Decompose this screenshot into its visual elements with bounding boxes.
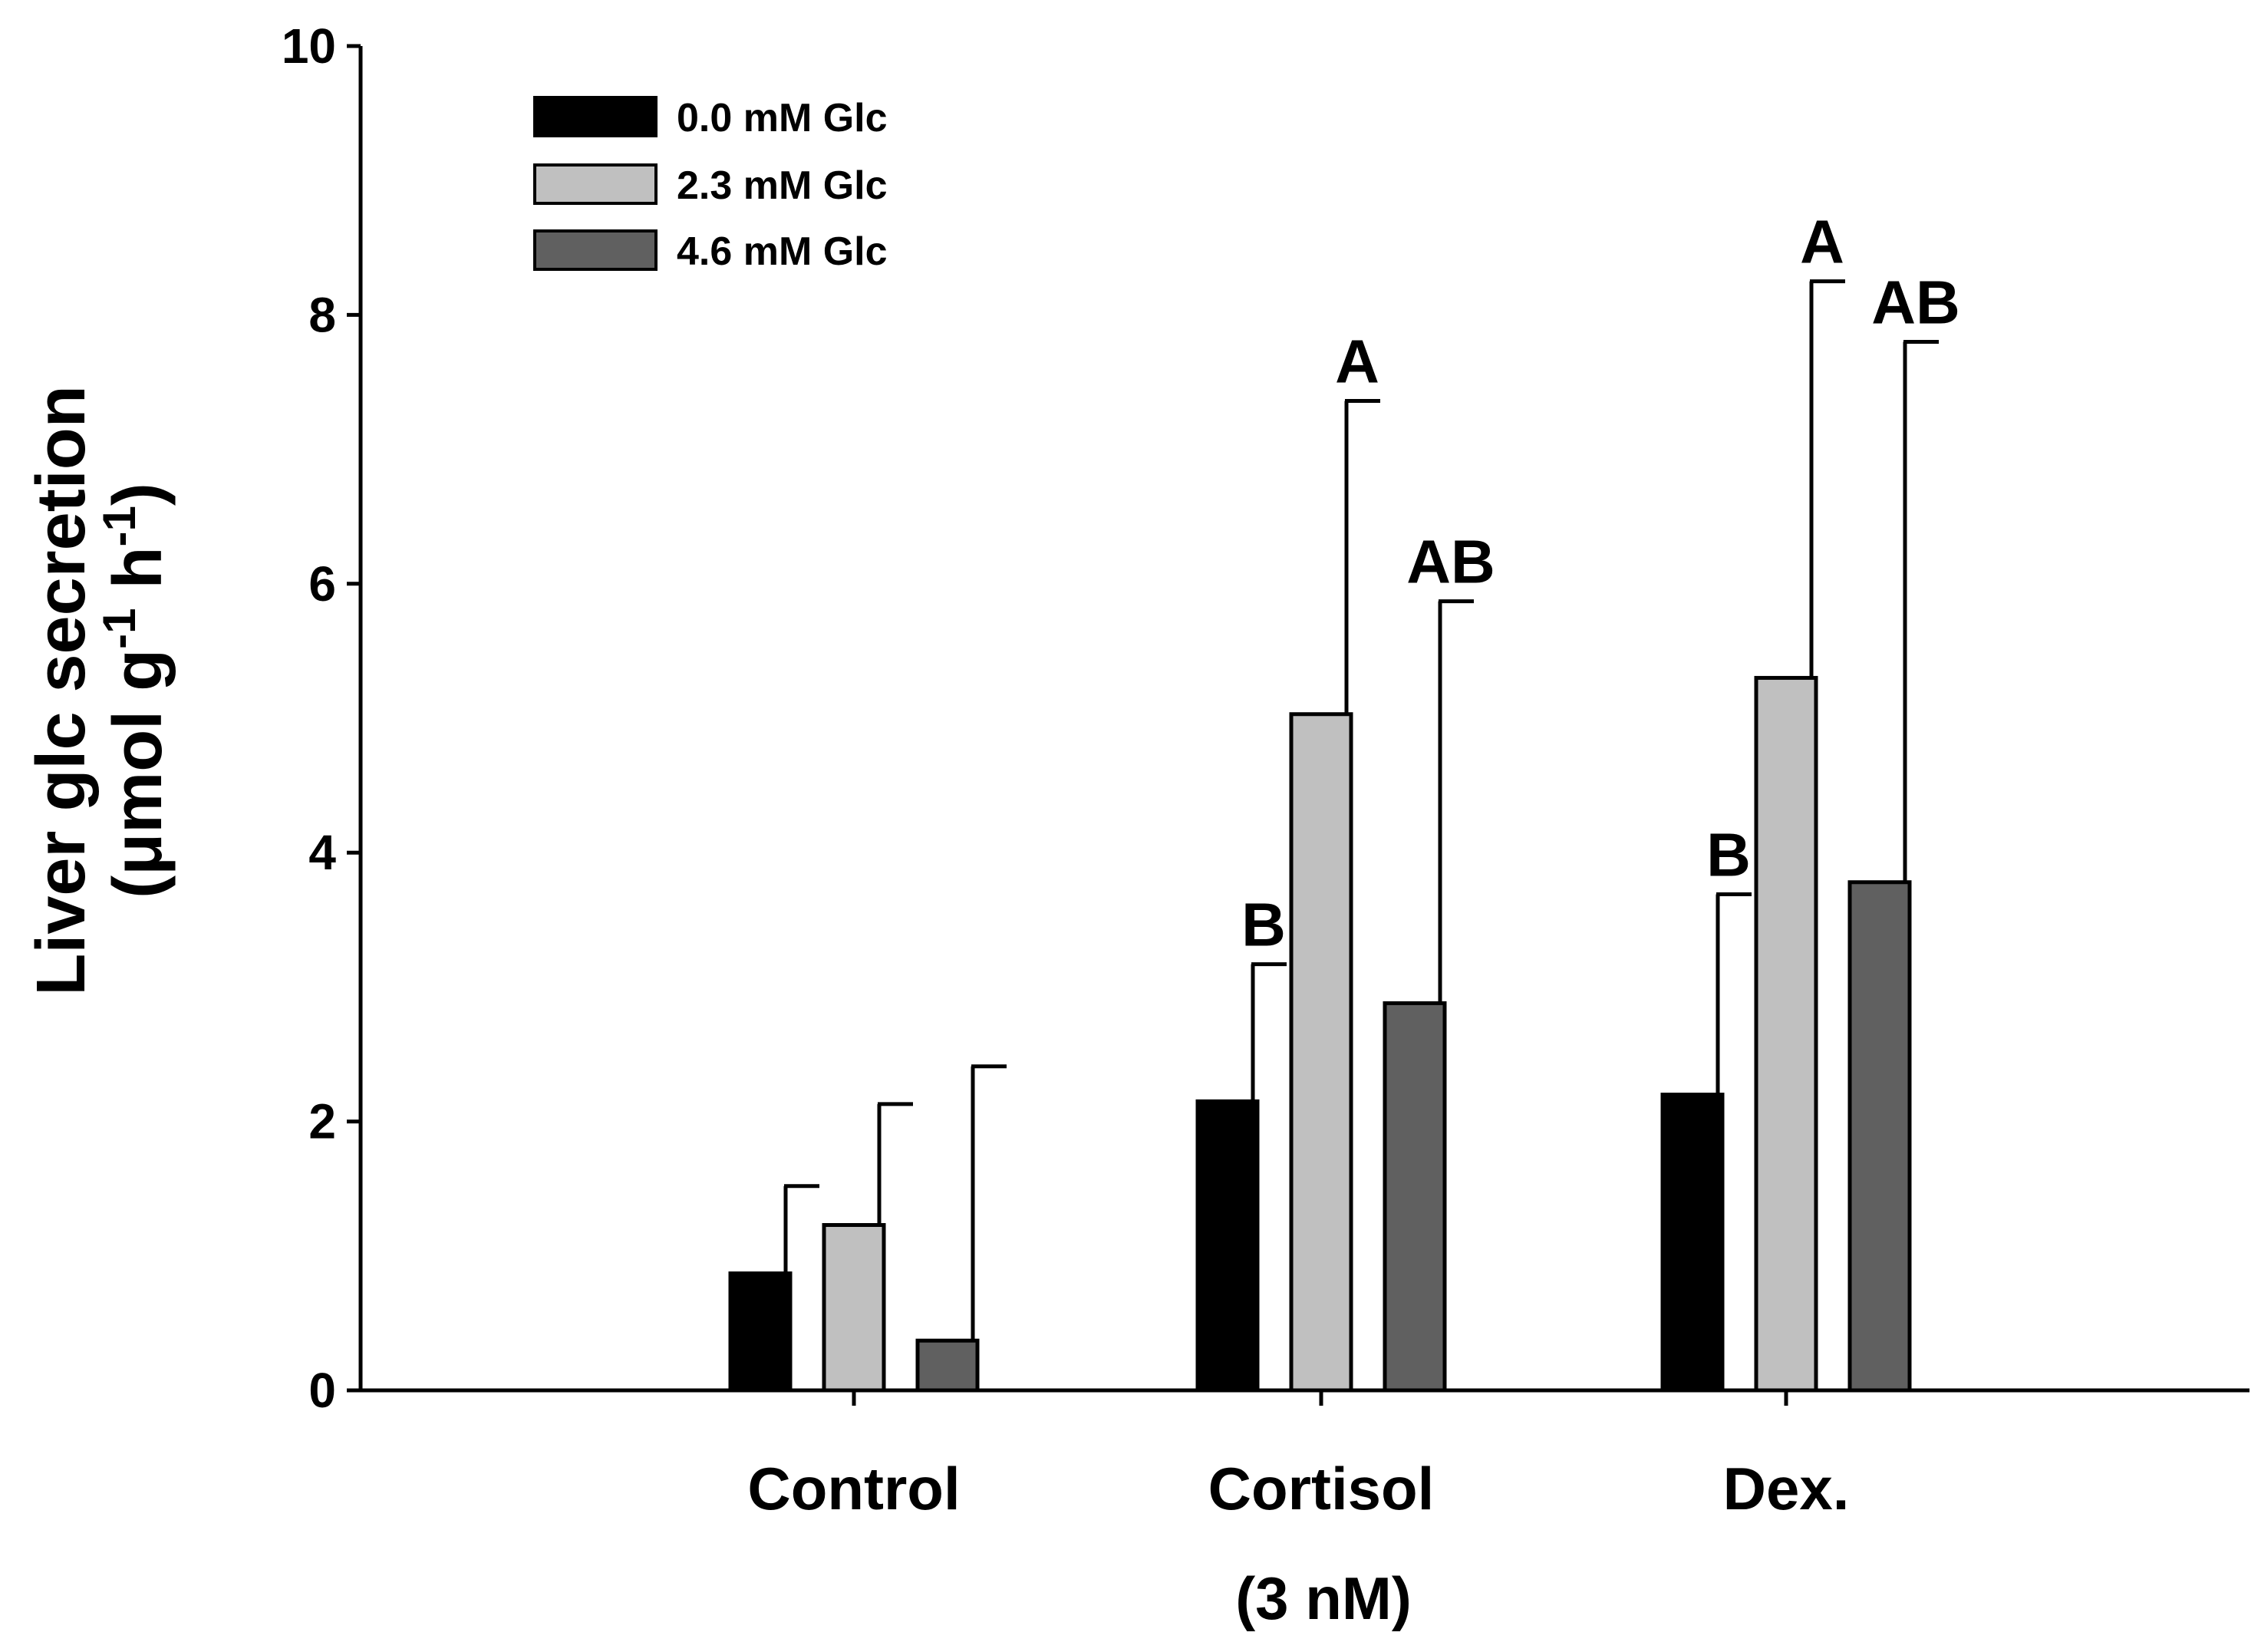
bar-groups: B B A A AB AB: [728, 208, 1960, 1393]
significance-label-s2-c2: A: [1335, 328, 1379, 396]
bar-s3-c3: [1847, 880, 1912, 1393]
x-axis-categories: Control Cortisol Dex.: [747, 1390, 1849, 1522]
bar-s2-c3: [1754, 675, 1818, 1393]
bar-s1-c2: [1195, 1099, 1260, 1393]
legend-swatch-2: [533, 163, 658, 205]
y-tick-label-4: 4: [308, 825, 336, 880]
legend: 0.0 mM Glc 2.3 mM Glc 4.6 mM Glc: [533, 96, 888, 274]
y-tick-label-2: 2: [308, 1094, 336, 1149]
legend-label-1: 0.0 mM Glc: [677, 96, 888, 140]
legend-label-3: 4.6 mM Glc: [677, 229, 888, 274]
legend-label-2: 2.3 mM Glc: [677, 163, 888, 208]
x-axis-title: (3 nM): [1235, 1565, 1412, 1632]
significance-label-s3-c3: AB: [1871, 268, 1960, 336]
bar-s2-c2: [1289, 712, 1353, 1393]
significance-label-s3-c2: AB: [1406, 528, 1495, 596]
bar-s1-c1: [728, 1271, 793, 1393]
y-axis-title: Liver glc secretion (μmol g-1 h-1): [23, 385, 176, 995]
significance-label-s1-c3: B: [1706, 821, 1751, 889]
legend-swatch-3: [533, 229, 658, 271]
bar-s3-c1: [915, 1338, 980, 1393]
x-category-label-3: Dex.: [1723, 1455, 1850, 1522]
y-tick-label-10: 10: [282, 18, 336, 74]
x-category-label-1: Control: [747, 1455, 960, 1522]
bar-s3-c2: [1383, 1001, 1447, 1393]
x-category-label-2: Cortisol: [1208, 1455, 1435, 1522]
bar-s1-c3: [1660, 1093, 1725, 1393]
significance-label-s1-c2: B: [1241, 891, 1286, 959]
y-axis-ticks: 0 2 4 6 8 10: [282, 18, 361, 1418]
y-tick-label-0: 0: [308, 1363, 336, 1418]
y-tick-label-6: 6: [308, 556, 336, 612]
y-axis-title-line1: Liver glc secretion: [23, 385, 100, 995]
y-axis-title-line2: (μmol g-1 h-1): [94, 483, 176, 899]
bar-s2-c1: [822, 1223, 886, 1393]
y-tick-label-8: 8: [308, 287, 336, 342]
legend-swatch-1: [533, 96, 658, 137]
significance-label-s2-c3: A: [1800, 208, 1844, 276]
